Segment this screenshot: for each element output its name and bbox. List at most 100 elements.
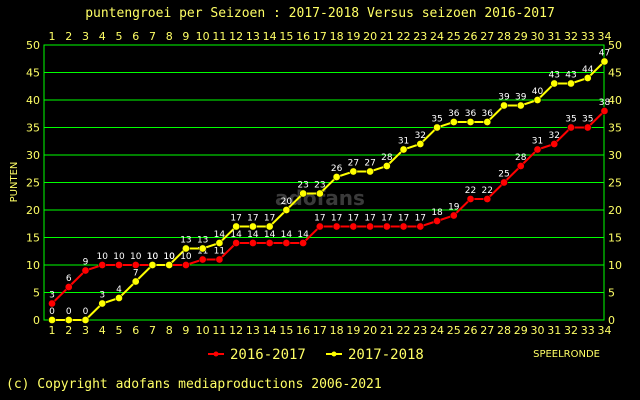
data-label: 10 [147,252,159,262]
data-label: 3 [99,291,105,301]
x-tick-label: 34 [597,324,611,337]
data-point [115,261,123,269]
data-label: 35 [565,115,576,125]
data-label: 0 [49,307,55,317]
data-label: 22 [482,186,493,196]
data-label: 13 [197,236,208,246]
data-point [182,261,190,269]
data-label: 35 [431,115,442,125]
x-tick-label-top: 34 [597,30,611,43]
y-tick-label-right: 10 [608,259,622,272]
data-label: 9 [83,258,89,268]
data-label: 14 [247,230,259,240]
data-label: 7 [133,269,139,279]
data-point [349,222,358,231]
data-label: 40 [532,87,544,97]
x-tick-label-top: 16 [296,30,310,43]
data-label: 25 [498,170,509,180]
data-label: 4 [116,285,122,295]
x-tick-label-top: 9 [182,30,189,43]
y-tick-label: 25 [26,177,40,190]
chart-title: puntengroei per Seizoen : 2017-2018 Vers… [85,6,555,21]
x-tick-label-top: 14 [263,30,277,43]
data-point [483,118,492,126]
x-tick-label: 15 [279,324,293,337]
x-tick-label-top: 1 [49,30,56,43]
data-point [466,195,475,203]
data-point [316,189,324,198]
data-label: 31 [532,137,543,147]
data-label: 6 [66,274,72,284]
data-point [382,222,391,231]
y-tick-label-right: 5 [608,287,615,300]
data-label: 27 [348,159,359,169]
y-tick-label: 40 [26,94,40,107]
x-tick-label: 11 [212,324,226,337]
x-tick-label-top: 18 [330,30,344,43]
x-tick-label-top: 29 [514,30,528,43]
data-point [533,96,542,104]
data-label: 28 [515,153,527,163]
data-label: 39 [515,93,527,103]
y-tick-label: 10 [26,259,40,272]
data-label: 17 [364,214,375,224]
data-point [215,255,224,264]
data-label: 38 [599,98,611,108]
x-tick-label-top: 10 [196,30,210,43]
data-label: 27 [364,159,375,169]
data-point [449,211,458,220]
x-tick-label-top: 33 [581,30,595,43]
data-point [416,140,425,148]
data-point [567,123,575,132]
data-label: 14 [264,230,276,240]
x-tick-label-top: 13 [246,30,260,43]
x-tick-label-top: 8 [166,30,173,43]
data-label: 10 [113,252,125,262]
data-label: 0 [83,307,89,317]
data-point [399,145,408,154]
x-tick-label: 28 [497,324,511,337]
data-label: 47 [599,49,610,59]
x-tick-label: 13 [246,324,260,337]
data-point [299,239,307,247]
x-tick-label: 6 [132,324,139,337]
legend-swatch-marker [331,351,337,357]
data-label: 20 [281,197,293,207]
data-point [449,118,458,126]
x-tick-label-top: 15 [279,30,293,43]
x-tick-label-top: 24 [430,30,444,43]
data-point [232,222,241,231]
data-point [48,299,56,308]
data-point [382,162,391,170]
data-label: 14 [281,230,293,240]
data-label: 17 [314,214,325,224]
x-tick-label-top: 20 [363,30,377,43]
x-tick-label: 9 [182,324,189,337]
data-label: 22 [465,186,476,196]
x-tick-label: 10 [196,324,210,337]
data-point [48,316,56,324]
data-point [332,173,341,181]
y-tick-label: 0 [33,314,40,327]
x-tick-label-top: 28 [497,30,511,43]
data-point [416,222,425,231]
x-tick-label: 4 [99,324,106,337]
data-point [98,261,107,269]
data-point [399,222,408,231]
x-axis-label: SPEELRONDE [533,349,600,360]
series-line-2016-2017 [51,110,606,305]
data-point [366,222,374,231]
y-tick-label: 15 [26,232,40,245]
data-point [198,255,207,264]
data-label: 36 [482,109,494,119]
data-label: 23 [297,181,308,191]
data-point [64,316,73,324]
x-tick-label: 32 [564,324,578,337]
y-axis-label: PUNTEN [9,162,20,203]
x-tick-label: 22 [397,324,411,337]
x-tick-label: 16 [296,324,310,337]
y-tick-label-right: 40 [608,94,622,107]
x-tick-label: 24 [430,324,444,337]
data-point [366,167,374,176]
y-tick-label-right: 0 [608,314,615,327]
